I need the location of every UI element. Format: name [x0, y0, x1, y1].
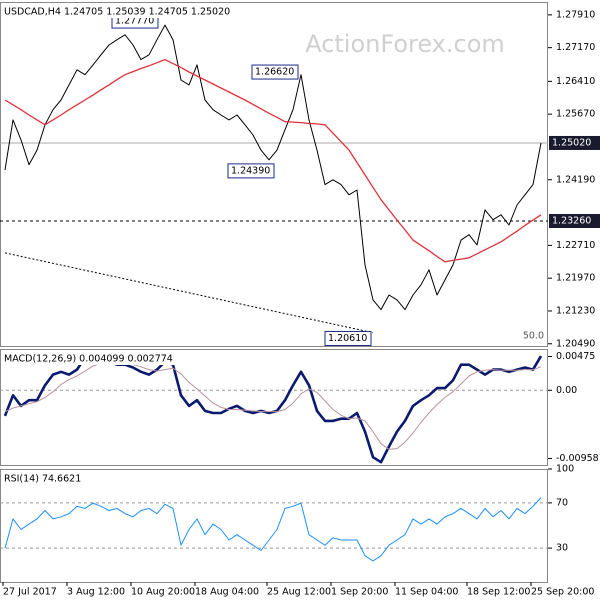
y-tick-label: 1.21230 [556, 305, 595, 316]
annotation-box [324, 330, 372, 346]
annotation-box [251, 64, 299, 80]
x-tick-label: 25 Aug 12:00 [267, 587, 331, 598]
annotation-box [227, 163, 275, 179]
title-bg [2, 351, 175, 365]
title-bg [2, 4, 233, 18]
title-bg [2, 471, 84, 485]
price-level-label: 1.23260 [552, 215, 591, 226]
trendline [4, 252, 374, 334]
series-line [4, 497, 542, 562]
annotation-label: 1.26620 [255, 67, 294, 78]
y-tick-label: 0.00475 [556, 351, 595, 362]
y-tick-label: 70 [556, 497, 568, 508]
panel-title: MACD(12,26,9) 0.004099 0.002774 [4, 354, 173, 365]
panel-title: USDCAD,H4 1.24705 1.25039 1.24705 1.2502… [4, 7, 230, 18]
annotation-label: 1.20610 [328, 333, 367, 344]
x-tick-label: 3 Aug 12:00 [67, 587, 125, 598]
watermark: ActionForex.com [305, 30, 505, 58]
x-tick-label: 18 Sep 12:00 [467, 587, 530, 598]
series-line [4, 58, 542, 263]
panel-title: RSI(14) 74.6621 [4, 474, 81, 485]
panel-frame [0, 2, 548, 347]
x-tick-label: 11 Sep 04:00 [395, 587, 458, 598]
note: 50.0 [523, 331, 544, 342]
y-tick-label: -0.009581 [556, 453, 600, 464]
x-tick-label: 18 Aug 04:00 [195, 587, 259, 598]
y-tick-label: 1.22710 [556, 240, 595, 251]
series-line [4, 24, 542, 311]
y-tick-label: 30 [556, 543, 568, 554]
annotation-label: 1.27770 [115, 16, 154, 27]
y-tick-label: 1.20490 [556, 338, 595, 349]
price-level-label: 1.25020 [552, 137, 591, 148]
x-tick-label: 25 Sep 20:00 [531, 587, 594, 598]
y-tick-label: 1.24190 [556, 174, 595, 185]
panel-frame [0, 349, 548, 466]
y-tick-label: 100 [556, 464, 574, 475]
y-tick-label: 0.00 [556, 385, 577, 396]
panel-frame [0, 469, 548, 583]
x-tick-label: 1 Sep 20:00 [331, 587, 388, 598]
x-tick-label: 27 Jul 2017 [3, 587, 57, 598]
y-tick-label: 1.21970 [556, 273, 595, 284]
series-line [4, 360, 542, 450]
y-tick-label: 1.27910 [556, 9, 595, 20]
y-tick-label: 1.27170 [556, 42, 595, 53]
price-level-box [549, 135, 600, 150]
price-level-box [549, 213, 600, 228]
y-tick-label: 1.26410 [556, 76, 595, 87]
x-tick-label: 10 Aug 20:00 [131, 587, 195, 598]
y-tick-label: 1.25670 [556, 109, 595, 120]
annotation-label: 1.24390 [231, 165, 270, 176]
